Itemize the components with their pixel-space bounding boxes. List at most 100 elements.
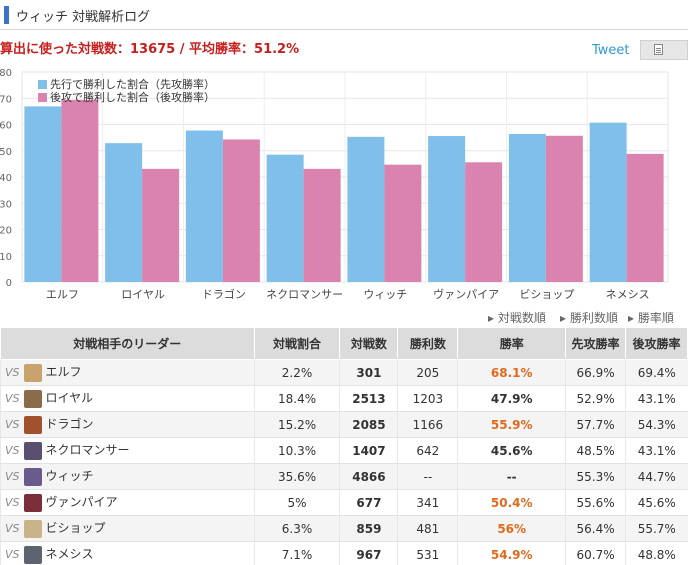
col-header-games: 対戦数: [339, 327, 399, 360]
second-rate-cell: 44.7%: [625, 463, 688, 490]
second-rate-cell: 43.1%: [625, 437, 688, 464]
vs-label: VS: [5, 444, 20, 458]
games-cell: 677: [339, 489, 398, 516]
games-cell: 4866: [339, 463, 398, 490]
rate-cell: 54.9%: [457, 541, 566, 565]
sort-by-games-link[interactable]: ▸ 対戦数順: [488, 311, 546, 325]
games-value: 2513: [352, 391, 386, 406]
bar-first: [24, 106, 62, 282]
table-row: VS ドラゴン 15.2% 2085 1166 55.9% 57.7% 54.3%: [0, 411, 688, 438]
first-rate-cell: 55.6%: [565, 489, 626, 516]
leader-avatar: [23, 389, 42, 408]
second-rate-cell: 45.6%: [625, 489, 688, 516]
col-header-leader: 対戦相手のリーダー: [0, 327, 255, 360]
tweet-button[interactable]: Tweet: [592, 43, 630, 58]
table-row: VS ネクロマンサー 10.3% 1407 642 45.6% 48.5% 43.1%: [0, 437, 688, 464]
first-rate-cell: 55.3%: [565, 463, 626, 490]
table-header-row: 対戦相手のリーダー 対戦割合 対戦数 勝利数 勝率 先攻勝率 後攻勝率: [0, 327, 688, 360]
games-cell: 859: [339, 515, 398, 542]
games-cell: 1407: [339, 437, 398, 464]
page-title: ウィッチ 対戦解析ログ: [16, 10, 151, 25]
vs-label: VS: [5, 548, 20, 562]
leader-cell: VS ネクロマンサー: [0, 437, 255, 464]
col-header-wins: 勝利数: [397, 327, 459, 360]
first-rate-cell: 60.7%: [565, 541, 626, 565]
bar-first: [347, 136, 385, 282]
leader-cell: VS エルフ: [0, 359, 255, 386]
games-cell: 967: [339, 541, 398, 565]
vs-label: VS: [5, 522, 20, 536]
sort-links-2: ▸ 勝利数順: [560, 309, 618, 326]
bar-first: [266, 154, 304, 282]
games-cell: 2085: [339, 411, 398, 438]
table-row: VS ウィッチ 35.6% 4866 -- -- 55.3% 44.7%: [0, 463, 688, 490]
rate-cell: 68.1%: [457, 359, 566, 386]
games-value: 1407: [352, 443, 386, 458]
share-cell: 35.6%: [253, 463, 340, 490]
bar-second: [545, 135, 583, 282]
leader-avatar: [23, 363, 42, 382]
rate-cell: 50.4%: [457, 489, 566, 516]
bar-first: [508, 133, 546, 282]
bar-second: [303, 168, 341, 282]
table-row: VS ヴァンパイア 5% 677 341 50.4% 55.6% 45.6%: [0, 489, 688, 516]
x-tick-label: ドラゴン: [202, 287, 246, 301]
bar-first: [105, 143, 143, 282]
header-accent-bar: [4, 6, 9, 24]
wins-cell: 1166: [397, 411, 458, 438]
legend-label: 後攻で勝利した割合（後攻勝率）: [50, 90, 215, 104]
table-row: VS エルフ 2.2% 301 205 68.1% 66.9% 69.4%: [0, 359, 688, 386]
y-tick-label: 10: [0, 252, 12, 263]
matchup-table: 対戦相手のリーダー 対戦割合 対戦数 勝利数 勝率 先攻勝率 後攻勝率 VS エル…: [0, 327, 688, 565]
share-cell: 2.2%: [253, 359, 340, 386]
leader-cell: VS ビショップ: [0, 515, 255, 542]
games-value: 859: [356, 521, 382, 536]
rate-cell: --: [457, 463, 566, 490]
x-tick-label: ヴァンパイア: [433, 287, 499, 301]
leader-cell: VS ウィッチ: [0, 463, 255, 490]
leader-avatar: [23, 519, 42, 538]
leader-cell: VS ロイヤル: [0, 385, 255, 412]
table-row: VS ビショップ 6.3% 859 481 56% 56.4% 55.7%: [0, 515, 688, 542]
bar-first: [428, 136, 466, 282]
leader-cell: VS ドラゴン: [0, 411, 255, 438]
leader-name: ロイヤル: [45, 391, 94, 406]
legend-swatch: [38, 93, 47, 102]
x-tick-label: ビショップ: [519, 288, 574, 301]
leader-avatar: [23, 415, 42, 434]
games-value: 301: [356, 365, 382, 380]
x-tick-label: エルフ: [46, 288, 79, 301]
share-cell: 5%: [253, 489, 340, 516]
y-tick-label: 40: [0, 173, 12, 184]
sort-by-rate-link[interactable]: ▸ 勝率順: [628, 311, 674, 325]
first-rate-cell: 56.4%: [565, 515, 626, 542]
col-header-first: 先攻勝率: [565, 327, 627, 360]
wins-cell: 531: [397, 541, 458, 565]
share-cell: 10.3%: [253, 437, 340, 464]
y-tick-label: 30: [0, 199, 12, 210]
vs-label: VS: [5, 418, 20, 432]
leader-avatar: [23, 545, 42, 564]
vs-label: VS: [5, 496, 20, 510]
rate-cell: 45.6%: [457, 437, 566, 464]
y-tick-label: 80: [0, 68, 12, 79]
vs-label: VS: [5, 392, 20, 406]
y-tick-label: 0: [6, 278, 12, 289]
leader-avatar: [23, 467, 42, 486]
sort-links-3: ▸ 勝率順: [628, 309, 674, 326]
table-row: VS ロイヤル 18.4% 2513 1203 47.9% 52.9% 43.1%: [0, 385, 688, 412]
sort-links: ▸ 対戦数順: [488, 309, 546, 326]
share-cell: 18.4%: [253, 385, 340, 412]
wins-cell: 1203: [397, 385, 458, 412]
rate-cell: 55.9%: [457, 411, 566, 438]
leader-name: ドラゴン: [45, 417, 94, 432]
sort-by-rate-label: 勝率順: [637, 311, 674, 325]
document-icon: [654, 44, 663, 55]
leader-name: ウィッチ: [45, 469, 94, 484]
y-tick-label: 50: [0, 147, 12, 158]
sort-by-wins-link[interactable]: ▸ 勝利数順: [560, 311, 618, 325]
games-value: 967: [356, 547, 382, 562]
games-value: 2085: [352, 417, 386, 432]
share-button[interactable]: [640, 40, 688, 60]
x-tick-label: ロイヤル: [121, 288, 165, 301]
